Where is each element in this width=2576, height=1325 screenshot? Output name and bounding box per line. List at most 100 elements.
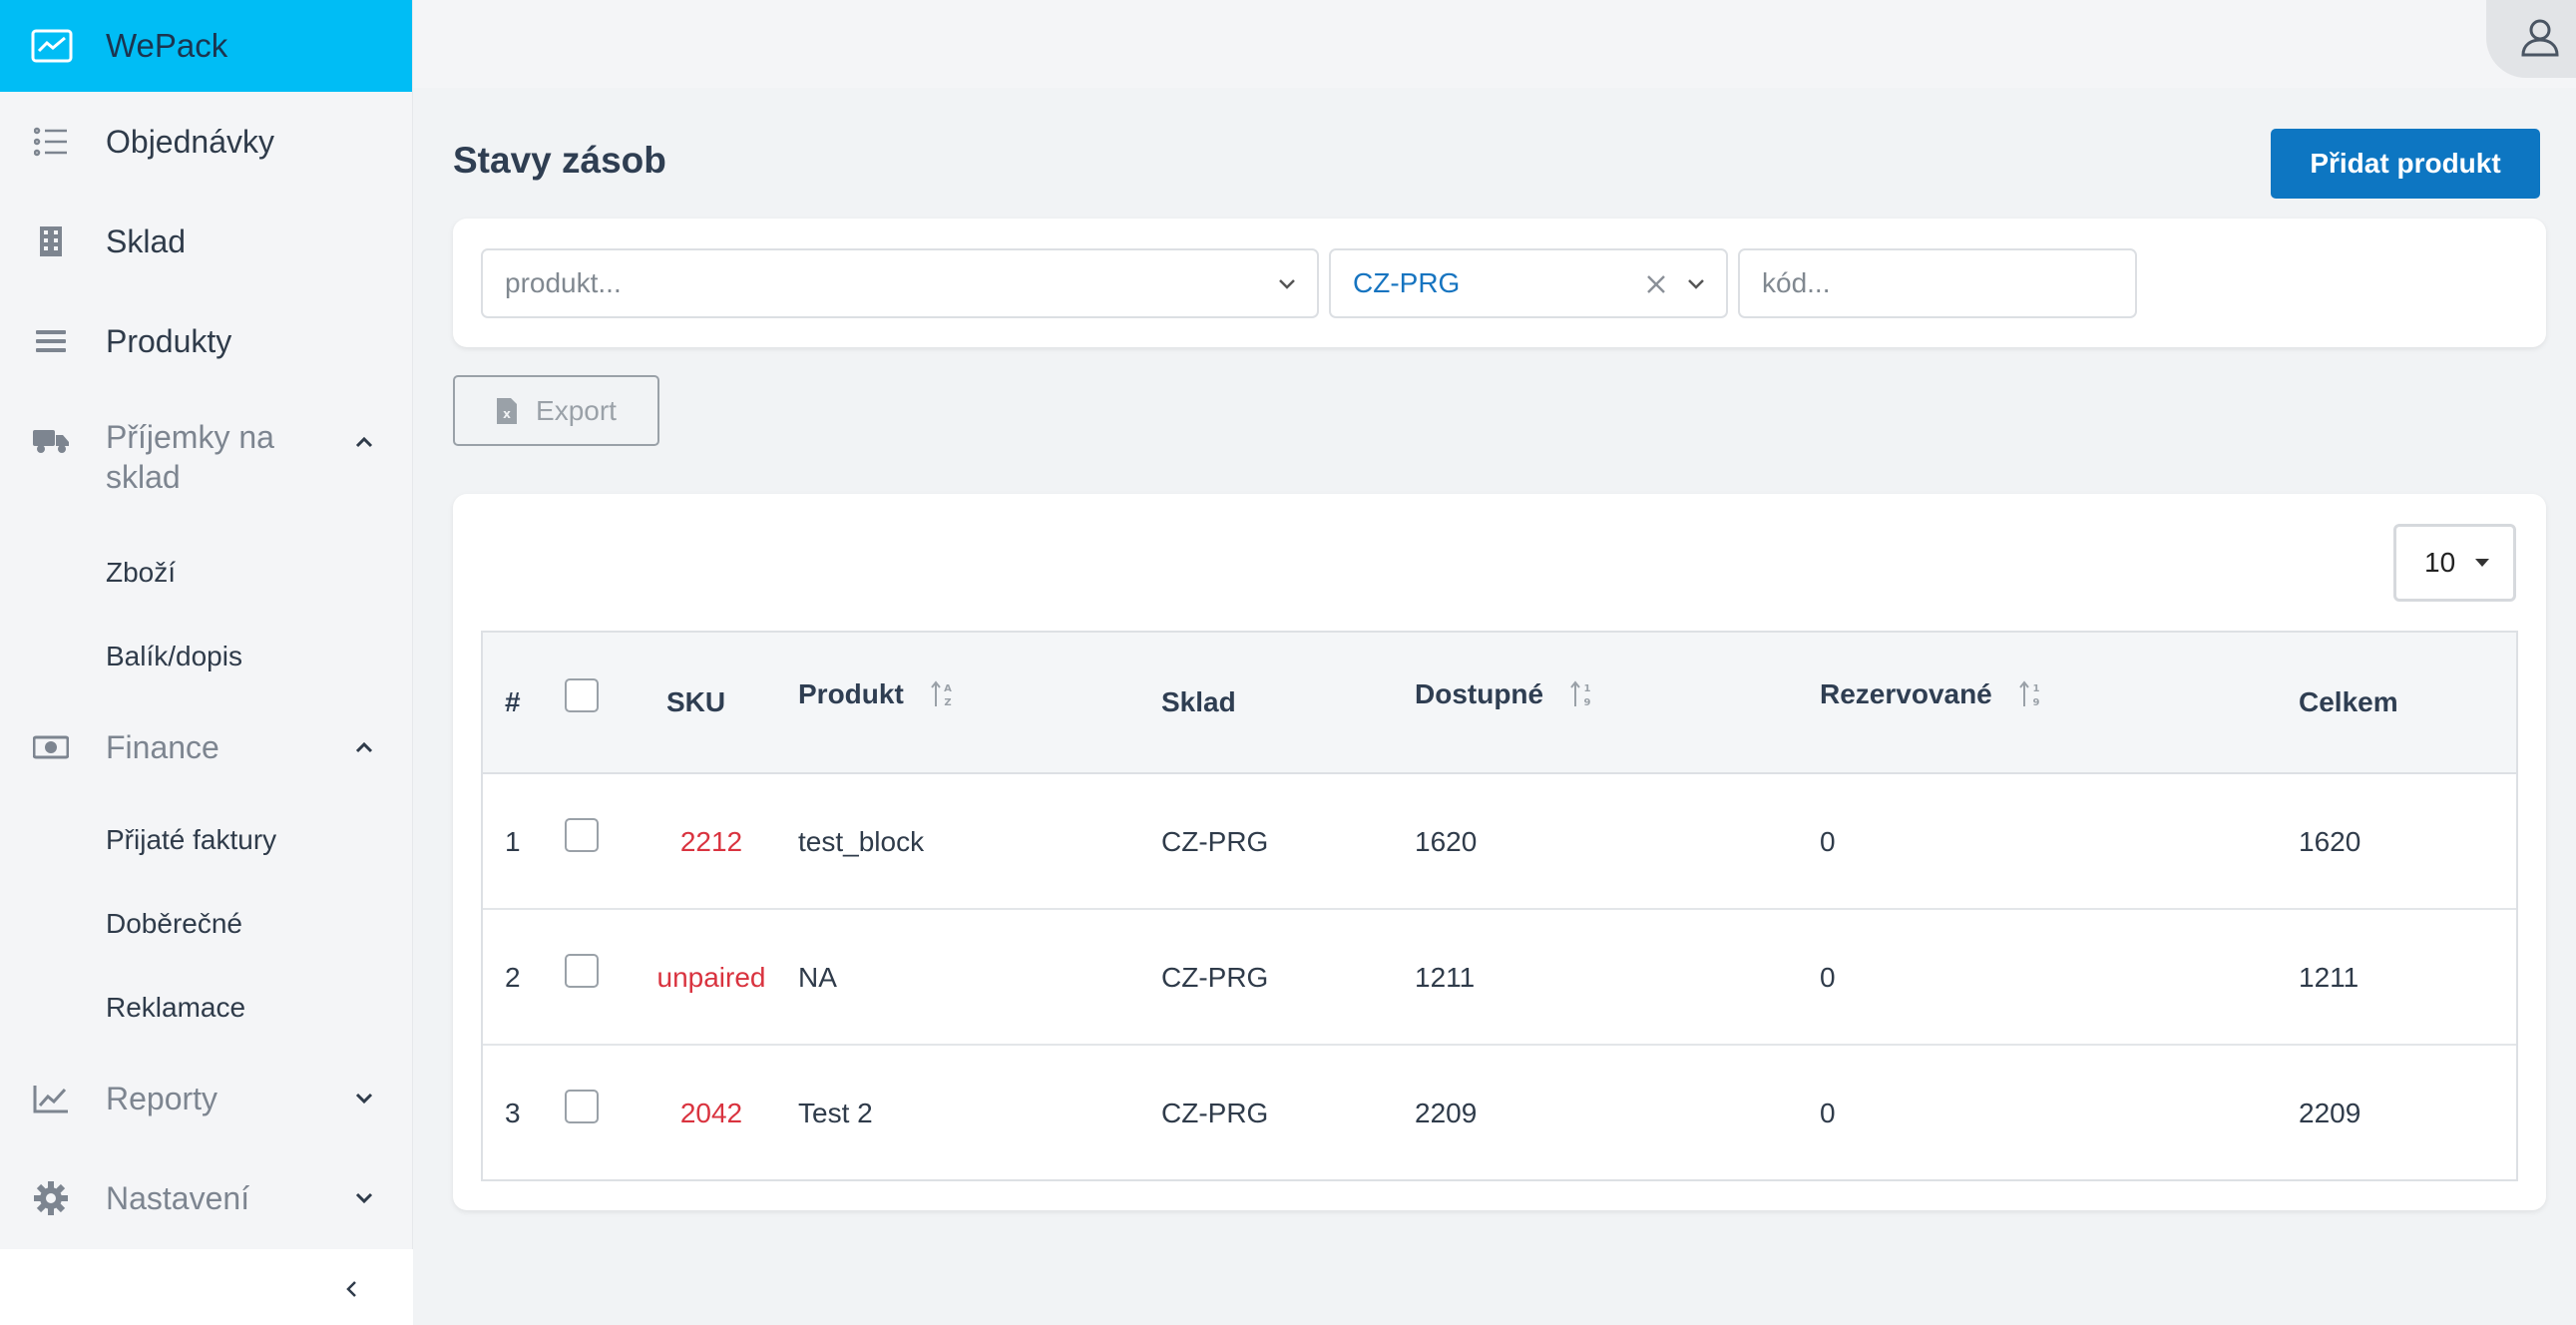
cell-product: test_block	[798, 826, 925, 857]
list-icon	[32, 123, 70, 161]
chevron-down-icon	[353, 1088, 375, 1109]
cell-warehouse: CZ-PRG	[1161, 826, 1269, 857]
cell-product: Test 2	[798, 1098, 873, 1128]
export-button[interactable]: x Export	[453, 375, 659, 446]
sidebar-footer	[0, 1249, 413, 1325]
chevron-up-icon	[353, 736, 375, 758]
building-icon	[32, 222, 70, 260]
sidebar-item-sklad[interactable]: Sklad	[0, 218, 413, 265]
sidebar-subitem-zbozi[interactable]: Zboží	[106, 557, 177, 588]
sidebar-item-label: Sklad	[106, 222, 187, 259]
code-input-placeholder: kód...	[1762, 267, 1831, 298]
add-product-button[interactable]: Přidat produkt	[2271, 129, 2540, 199]
cell-sku[interactable]: 2042	[679, 1098, 743, 1128]
cell-total: 2209	[2299, 1098, 2361, 1128]
row-checkbox[interactable]	[565, 1090, 599, 1123]
cell-available: 1620	[1415, 826, 1478, 857]
sidebar-item-label-line: Příjemky na	[106, 419, 274, 455]
brand-name: WePack	[106, 27, 228, 64]
cell-total: 1211	[2299, 962, 2360, 993]
cell-index: 1	[505, 826, 521, 857]
dashboard-icon	[30, 29, 74, 63]
cell-reserved: 0	[1820, 1098, 1836, 1128]
cell-available: 2209	[1415, 1098, 1478, 1128]
chevron-down-icon	[353, 1187, 375, 1209]
column-header-sklad: Sklad	[1161, 686, 1236, 717]
sidebar-subitem-reklamace[interactable]: Reklamace	[106, 992, 246, 1023]
column-header-label: Dostupné	[1415, 678, 1544, 709]
cell-total: 1620	[2299, 826, 2361, 857]
cell-sku[interactable]: unpaired	[656, 962, 766, 993]
code-input[interactable]: kód...	[1738, 248, 2137, 318]
gear-icon	[32, 1179, 70, 1217]
cell-reserved: 0	[1820, 826, 1836, 857]
filter-panel: produkt... CZ-PRG kód...	[453, 219, 2546, 347]
sidebar-item-reporty[interactable]: Reporty	[0, 1075, 413, 1122]
svg-text:9: 9	[2032, 697, 2039, 708]
warehouse-select[interactable]: CZ-PRG	[1329, 248, 1728, 318]
sidebar-item-label: Nastavení	[106, 1179, 250, 1216]
product-select-placeholder: produkt...	[505, 267, 622, 298]
sidebar-item-objednavky[interactable]: Objednávky	[0, 118, 413, 166]
chart-line-icon	[32, 1080, 70, 1117]
column-header-index: #	[505, 686, 521, 717]
sidebar-item-produkty[interactable]: Produkty	[0, 317, 413, 365]
money-icon	[32, 728, 70, 766]
svg-text:9: 9	[1584, 697, 1591, 708]
sidebar-item-label: Reporty	[106, 1080, 218, 1116]
page-size-value: 10	[2424, 547, 2456, 578]
column-header-sku: SKU	[666, 686, 726, 717]
sidebar-subitem-doberecne[interactable]: Doběrečné	[106, 908, 242, 939]
column-header-label: Rezervované	[1820, 678, 1992, 709]
page-title: Stavy zásob	[453, 140, 666, 181]
svg-text:Z: Z	[944, 697, 951, 708]
sidebar-item-prijemky[interactable]: Příjemky na sklad	[0, 417, 413, 505]
cell-reserved: 0	[1820, 962, 1836, 993]
row-checkbox[interactable]	[565, 954, 599, 988]
table-row: 2 unpaired NA CZ-PRG 1211 0 1211	[483, 910, 2516, 1046]
svg-text:x: x	[503, 407, 511, 421]
sidebar-item-label: Příjemky na sklad	[106, 417, 274, 497]
export-label: Export	[536, 394, 617, 426]
cell-product: NA	[798, 962, 837, 993]
cell-sku[interactable]: 2212	[679, 826, 743, 857]
cell-index: 2	[505, 962, 521, 993]
sidebar-item-label: Objednávky	[106, 123, 274, 160]
svg-text:A: A	[944, 683, 952, 694]
excel-file-icon: x	[496, 397, 518, 425]
sidebar-item-nastaveni[interactable]: Nastavení	[0, 1174, 413, 1222]
caret-down-icon	[2475, 559, 2489, 567]
column-header-label: Produkt	[798, 678, 904, 709]
user-icon	[2520, 17, 2560, 62]
select-all-checkbox[interactable]	[565, 678, 599, 712]
sidebar-subitem-prijate-faktury[interactable]: Přijaté faktury	[106, 824, 277, 855]
table-row: 1 2212 test_block CZ-PRG 1620 0 1620	[483, 774, 2516, 910]
product-select[interactable]: produkt...	[481, 248, 1319, 318]
page-size-select[interactable]: 10	[2393, 524, 2516, 602]
chevron-left-icon[interactable]	[339, 1277, 363, 1301]
cell-available: 1211	[1415, 962, 1476, 993]
truck-icon	[32, 421, 70, 459]
brand-link[interactable]: WePack	[0, 0, 412, 92]
sidebar-subitem-balik[interactable]: Balík/dopis	[106, 641, 242, 671]
svg-text:1: 1	[1584, 683, 1591, 694]
user-menu-button[interactable]	[2486, 0, 2576, 78]
chevron-up-icon	[353, 431, 375, 453]
sidebar-item-label-line: sklad	[106, 459, 181, 495]
row-checkbox[interactable]	[565, 818, 599, 852]
clear-icon[interactable]	[1644, 272, 1668, 296]
top-bar	[413, 0, 2576, 88]
cell-index: 3	[505, 1098, 521, 1128]
chevron-down-icon	[1686, 274, 1706, 294]
sidebar-item-label: Produkty	[106, 322, 232, 359]
sidebar-item-finance[interactable]: Finance	[0, 723, 413, 771]
